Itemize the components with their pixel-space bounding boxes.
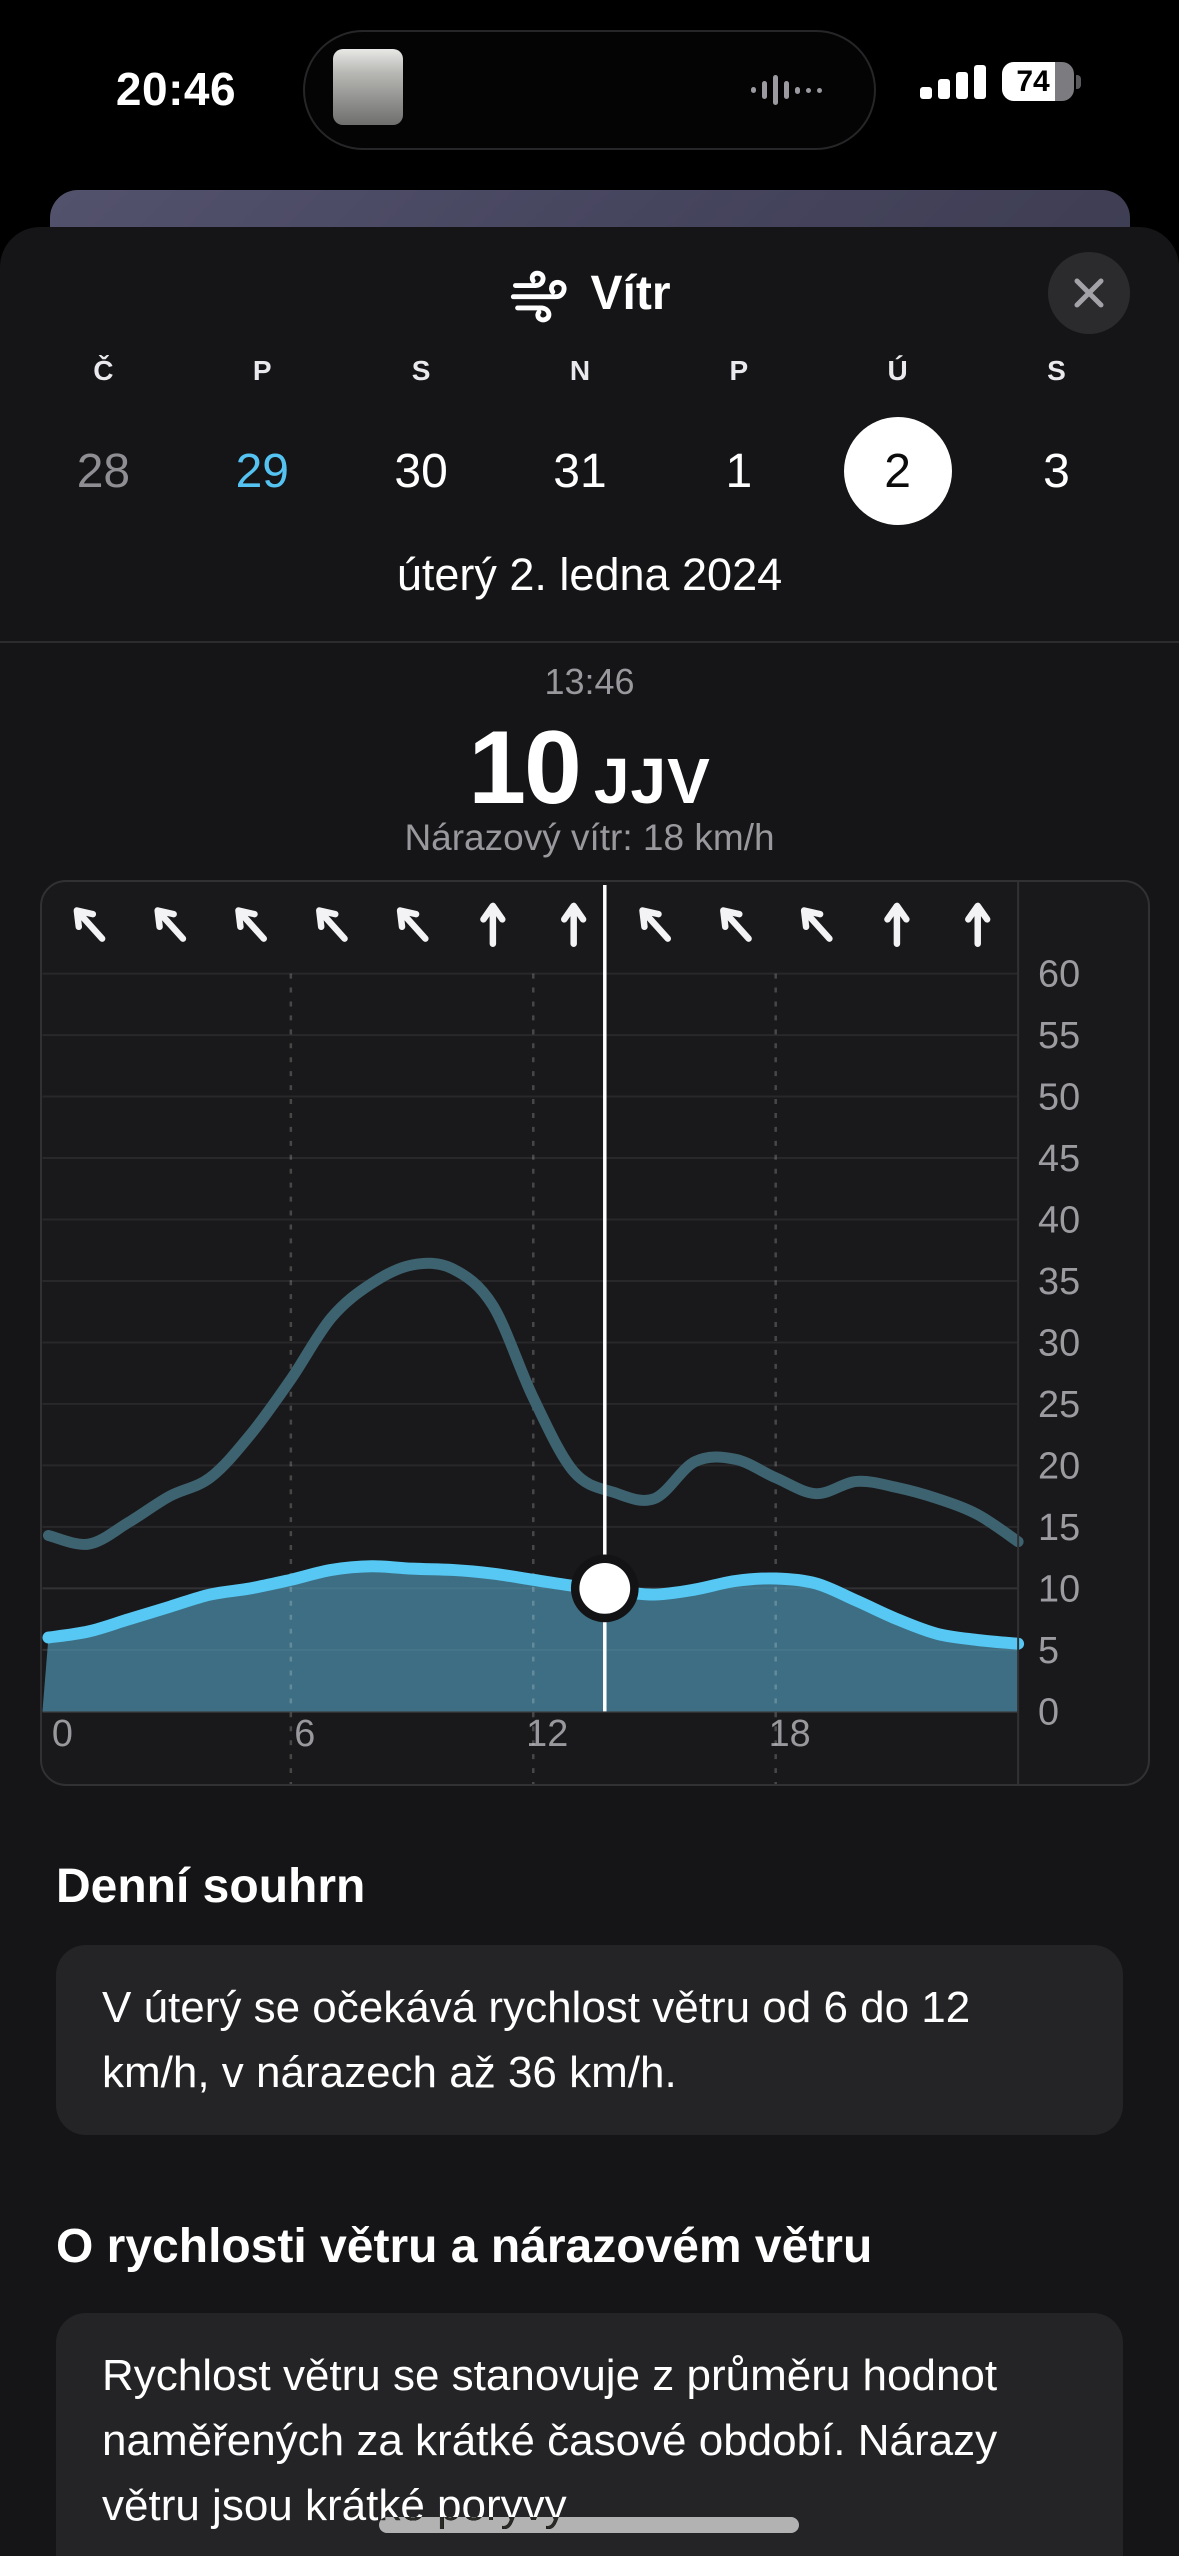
day-number: 1 — [725, 444, 753, 498]
y-axis-label: 35 — [1038, 1261, 1080, 1303]
y-axis-label: 10 — [1038, 1568, 1080, 1610]
x-axis-label: 0 — [52, 1713, 73, 1755]
y-axis-label: 60 — [1038, 954, 1080, 996]
day-item-31[interactable]: N 31 — [501, 349, 660, 525]
day-number: 3 — [1043, 444, 1070, 498]
wind-direction-arrow — [720, 907, 752, 942]
day-picker: Č 28 P 29 S 30 N 31 P 1 Ú 2 — [24, 349, 1136, 525]
wind-direction-value: JJV — [593, 745, 711, 817]
wind-detail-sheet: Vítr Č 28 P 29 S 30 N — [0, 227, 1179, 2556]
close-button[interactable] — [1048, 252, 1130, 334]
wind-direction-arrow — [800, 907, 833, 942]
day-number: 2 — [843, 417, 952, 525]
sheet-title-label: Vítr — [590, 266, 671, 320]
sheet-header: Vítr — [0, 227, 1179, 359]
wind-chart-card[interactable]: 0 5 10 15 20 25 30 35 40 45 50 55 60 0 6 12 18 — [40, 880, 1150, 1786]
x-axis-label: 6 — [294, 1713, 315, 1755]
wind-chart[interactable]: 0 5 10 15 20 25 30 35 40 45 50 55 60 0 6 12 18 — [42, 882, 1148, 1784]
wind-direction-arrow — [316, 907, 348, 942]
day-letter: Č — [93, 355, 114, 386]
sheet-title: Vítr — [0, 255, 1179, 331]
battery-indicator: 74 — [1002, 62, 1081, 101]
day-item-3[interactable]: S 3 — [977, 349, 1136, 525]
day-letter: S — [1047, 355, 1066, 386]
day-item-1[interactable]: P 1 — [659, 349, 818, 525]
day-letter: P — [729, 355, 749, 386]
wind-direction-arrow — [396, 907, 429, 942]
about-wind-heading: O rychlosti větru a nárazovém větru — [56, 2220, 873, 2273]
wind-area — [42, 1566, 1019, 1712]
reading-time: 13:46 — [544, 661, 635, 702]
x-axis-label: 18 — [769, 1713, 811, 1755]
cellular-signal-icon — [920, 64, 986, 99]
close-icon — [1074, 278, 1104, 308]
y-axis-label: 50 — [1038, 1076, 1080, 1118]
wind-direction-arrow — [73, 907, 106, 942]
audio-waveform-icon — [751, 75, 822, 105]
day-number: 30 — [394, 444, 448, 498]
battery-nub — [1076, 74, 1081, 89]
about-wind-card: Rychlost větru se stanovuje z průměru ho… — [56, 2313, 1123, 2556]
wind-direction-arrow — [560, 902, 587, 947]
selected-date-label: úterý 2. ledna 2024 — [396, 549, 783, 600]
wind-speed-value: 10 — [468, 710, 582, 826]
daily-summary-card: V úterý se očekává rychlost větru od 6 d… — [56, 1945, 1123, 2135]
day-number: 29 — [235, 444, 289, 498]
day-item-28[interactable]: Č 28 — [24, 349, 183, 525]
wind-direction-arrow — [965, 902, 991, 947]
y-axis-label: 30 — [1038, 1322, 1080, 1364]
reading-value: 10 JJV — [0, 709, 1179, 828]
daily-summary-heading: Denní souhrn — [56, 1860, 366, 1913]
y-axis-label: 55 — [1038, 1015, 1080, 1057]
cursor-knob — [579, 1562, 631, 1614]
y-axis-label: 5 — [1038, 1630, 1059, 1672]
day-letter: N — [569, 355, 591, 386]
status-time: 20:46 — [115, 63, 237, 115]
wind-icon — [511, 270, 568, 323]
day-letter: Ú — [887, 355, 908, 386]
status-bar: 20:46 74 — [0, 0, 1179, 160]
wind-direction-arrow — [884, 902, 910, 947]
wind-direction-arrow — [639, 907, 672, 942]
y-axis-label: 0 — [1038, 1691, 1059, 1733]
status-indicators: 74 — [920, 62, 1081, 101]
wind-line — [42, 1560, 1025, 1650]
wind-direction-arrow — [480, 902, 506, 947]
dynamic-island[interactable] — [303, 30, 876, 150]
day-item-2[interactable]: Ú 2 — [818, 349, 977, 525]
day-letter: P — [252, 355, 272, 386]
divider — [0, 641, 1179, 643]
day-number: 28 — [76, 444, 131, 498]
y-axis-label: 15 — [1038, 1507, 1080, 1549]
x-axis-label: 12 — [526, 1713, 568, 1755]
day-item-29[interactable]: P 29 — [183, 349, 342, 525]
wind-direction-arrow — [235, 907, 268, 942]
home-indicator[interactable] — [379, 2517, 799, 2533]
battery-percent: 74 — [1016, 64, 1050, 98]
y-axis-label: 40 — [1038, 1199, 1080, 1241]
now-playing-artwork — [333, 49, 403, 125]
day-letter: S — [411, 355, 431, 386]
y-axis-label: 25 — [1038, 1384, 1080, 1426]
day-number: 31 — [553, 444, 607, 498]
y-axis-label: 45 — [1038, 1138, 1080, 1180]
y-axis-label: 20 — [1038, 1445, 1080, 1487]
day-item-30[interactable]: S 30 — [342, 349, 501, 525]
wind-direction-arrow — [154, 907, 187, 942]
gust-label: Nárazový vítr: 18 km/h — [404, 817, 775, 858]
gust-line — [42, 1257, 1024, 1550]
battery-fill — [1002, 62, 1056, 101]
